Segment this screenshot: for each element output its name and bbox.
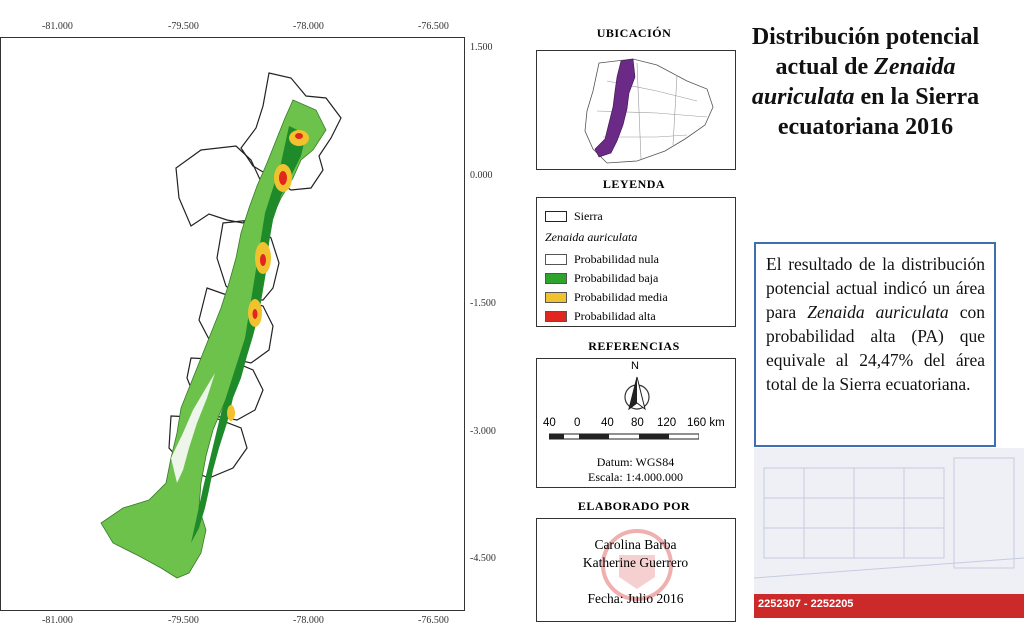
datum-text: Datum: WGS84 [596,455,675,469]
north-label: N [631,360,639,372]
title-species-genus: Zenaida [874,54,956,80]
sierra-region-dark [191,126,306,543]
lat-label: -1.500 [470,298,496,309]
lon-label-bottom: -79.500 [168,615,199,626]
result-text-part: El resultado de la distribución potencia… [766,254,985,322]
lon-label-top: -78.000 [293,21,324,32]
sierra-swatch [545,210,567,222]
scale-label: 160 km [687,417,725,429]
legend-row-nula: Probabilidad nula [545,252,659,266]
north-arrow-icon [624,376,650,411]
scale-label: 80 [631,417,644,429]
legend-item-label: Probabilidad nula [574,251,659,266]
baja-swatch [545,272,567,284]
legend-item-label: Probabilidad alta [574,308,656,323]
alta-swatch [545,310,567,322]
lat-label: -4.500 [470,553,496,564]
lat-label: -3.000 [470,426,496,437]
sierra-inset-region [594,58,636,158]
title-line: auriculata en la Sierra [737,82,994,112]
result-box: El resultado de la distribución potencia… [754,242,996,447]
lon-label-top: -81.000 [42,21,73,32]
author-1: Carolina Barba [594,537,677,552]
lon-label-bottom: -81.000 [42,615,73,626]
result-species-name: Zenaida auriculata [807,302,949,322]
title-line: ecuatoriana 2016 [777,114,954,140]
scale-label: 0 [574,417,581,429]
legend-item-label: Probabilidad baja [574,270,659,285]
footer-bar: 2252307 - 2252205 [754,594,1024,618]
sierra-map [100,72,342,579]
lon-label-top: -76.500 [418,21,449,32]
referencias-title: REFERENCIAS [588,339,680,353]
institution-watermark [601,529,673,601]
province-outline-north [240,72,342,191]
ecuador-inset-map [584,58,714,164]
legend-row-baja: Probabilidad baja [545,271,658,285]
title-text: en la Sierra [854,84,980,110]
leyenda-title: LEYENDA [602,177,666,191]
legend-box: Sierra Zenaida auriculata Probabilidad n… [536,197,736,327]
title-species-epithet: auriculata [751,84,855,110]
title-text: actual de [775,54,875,80]
lon-label-bottom: -76.500 [418,615,449,626]
nula-swatch [545,253,567,265]
result-text-part: con probabilidad alta (PA) que equivale … [766,302,985,394]
legend-species-label: Zenaida auriculata [545,230,638,244]
probability-high-areas [252,133,303,319]
author-2: Katherine Guerrero [582,555,689,570]
fecha-text: Fecha: Julio 2016 [587,591,684,606]
elaborado-box: Carolina Barba Katherine Guerrero Fecha:… [536,518,736,622]
legend-item-label: Probabilidad media [574,289,668,304]
escala-text: Escala: 1:4.000.000 [588,470,683,484]
sierra-region-white [171,373,215,483]
building-photo-background [754,448,1024,594]
legend-row-media: Probabilidad media [545,290,668,304]
legend-row-sierra: Sierra [545,209,603,223]
lon-label-bottom: -78.000 [293,615,324,626]
media-swatch [545,291,567,303]
main-title: Distribución potencial actual de Zenaida… [737,22,994,142]
elaborado-title: ELABORADO POR [577,499,691,513]
result-text: El resultado de la distribución potencia… [766,252,985,396]
scale-bar [549,433,699,440]
map-frame [0,37,465,611]
scale-label: 120 [657,417,677,429]
title-line: actual de Zenaida [737,52,994,82]
ubicacion-inset [536,50,736,170]
lat-label: 0.000 [470,170,493,181]
scale-label: 40 [601,417,614,429]
title-line: Distribución potencial [751,24,980,50]
legend-row-alta: Probabilidad alta [545,309,656,323]
lat-label: 1.500 [470,42,493,53]
referencias-box: N 40 0 40 80 120 160 km Datum: WGS84 Esc… [536,358,736,488]
legend-sierra-label: Sierra [574,208,603,223]
scale-label: 40 [543,417,556,429]
lon-label-top: -79.500 [168,21,199,32]
phone-number: 2252307 - 2252205 [758,598,854,610]
ubicacion-title: UBICACIÓN [596,26,672,40]
